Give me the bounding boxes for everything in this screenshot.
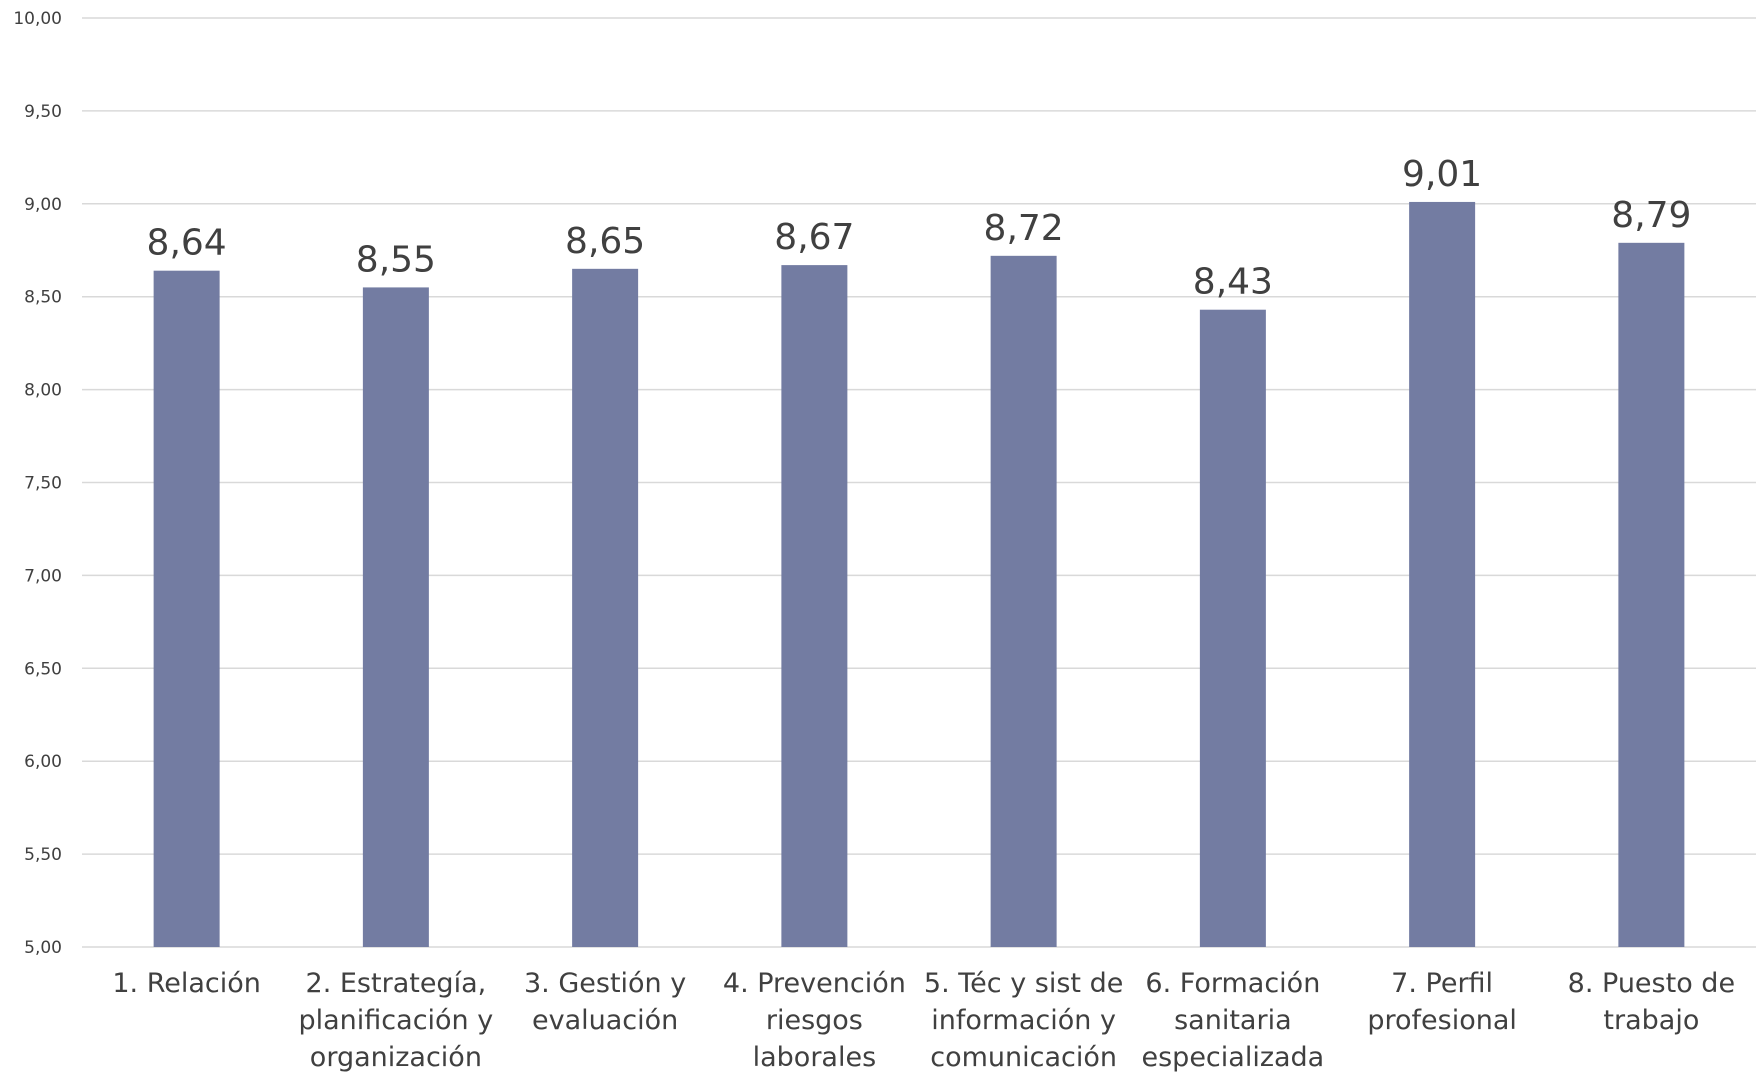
data-label: 8,65 xyxy=(565,221,645,262)
data-label: 8,55 xyxy=(356,239,436,280)
bar xyxy=(1199,309,1266,947)
bar xyxy=(362,287,429,947)
bar xyxy=(990,255,1057,948)
x-tick-label: 1. Relación xyxy=(112,968,261,999)
x-tick-label: 8. Puesto de trabajo xyxy=(1568,968,1735,1036)
data-label: 9,01 xyxy=(1402,154,1482,195)
y-tick-label: 8,00 xyxy=(24,381,62,401)
y-tick-label: 9,50 xyxy=(24,102,62,122)
gridlines xyxy=(82,17,1756,948)
y-tick-label: 6,50 xyxy=(24,659,62,679)
data-label: 8,79 xyxy=(1611,195,1691,236)
y-axis-ticks: 5,00 5,50 6,00 6,50 7,00 7,50 8,00 8,50 9,00 9,50… xyxy=(13,9,62,958)
x-axis-ticks: 1. Relación 2. Estrategía, planificación y… xyxy=(112,968,1735,1073)
data-label: 8,64 xyxy=(147,223,227,264)
y-tick-label: 7,00 xyxy=(24,566,62,586)
y-tick-label: 9,00 xyxy=(24,195,62,215)
y-tick-label: 5,00 xyxy=(24,938,62,958)
y-tick-label: 5,50 xyxy=(24,845,62,865)
y-tick-label: 8,50 xyxy=(24,288,62,308)
x-tick-label: 4. Prevención riesgos laborales xyxy=(723,968,906,1073)
y-tick-label: 6,00 xyxy=(24,752,62,772)
y-tick-label: 7,50 xyxy=(24,474,62,494)
bars xyxy=(153,201,1685,948)
bar xyxy=(781,265,848,947)
x-tick-label: 6. Formación sanitaria especializada xyxy=(1142,968,1325,1073)
data-label: 8,67 xyxy=(774,217,854,258)
bar xyxy=(153,270,220,947)
x-tick-label: 7. Perfil profesional xyxy=(1367,968,1517,1036)
data-labels: 8,64 8,55 8,65 8,67 8,72 8,43 9,01 8,79 xyxy=(147,154,1692,303)
bar xyxy=(1409,201,1476,947)
x-tick-label: 5. Téc y sist de información y comunicació… xyxy=(924,968,1123,1073)
data-label: 8,72 xyxy=(984,208,1064,249)
bar xyxy=(572,268,639,948)
x-tick-label: 2. Estrategía, planificación y organizació… xyxy=(299,968,494,1073)
bar xyxy=(1618,242,1685,947)
y-tick-label: 10,00 xyxy=(13,9,62,29)
x-tick-label: 3. Gestión y evaluación xyxy=(524,968,686,1036)
data-label: 8,43 xyxy=(1193,262,1273,303)
